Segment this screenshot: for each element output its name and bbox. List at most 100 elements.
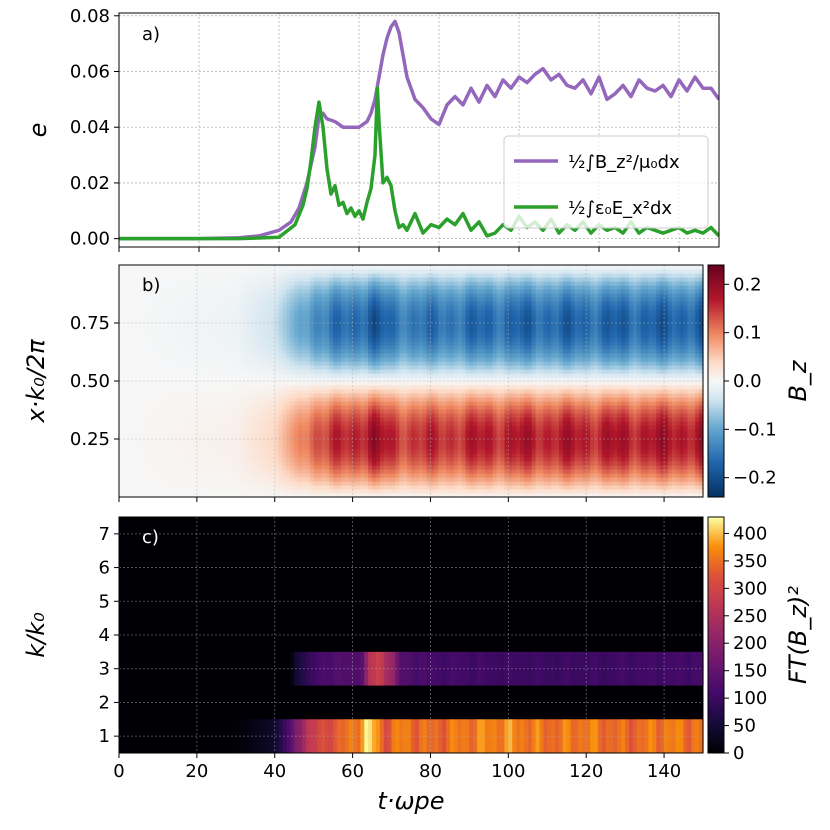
heatmap-cell	[247, 293, 252, 298]
heatmap-cell	[270, 489, 276, 494]
heatmap-cell	[231, 461, 237, 466]
heatmap-cell	[192, 277, 198, 282]
heatmap-cell	[399, 337, 404, 342]
heatmap-cell	[298, 329, 303, 334]
heatmap-cell	[383, 373, 389, 378]
heatmap-cell	[422, 293, 428, 298]
heatmap-cell	[395, 489, 400, 494]
heatmap-cell	[438, 309, 443, 314]
heatmap-cell	[375, 309, 381, 314]
heatmap-cell	[298, 481, 303, 486]
heatmap-cell	[138, 329, 143, 334]
heatmap-cell	[426, 277, 432, 282]
heatmap-cell	[251, 341, 256, 346]
heatmap-cell	[224, 285, 229, 290]
heatmap-cell	[372, 453, 377, 458]
heatmap-cell	[414, 481, 420, 486]
heatmap-cell	[399, 417, 404, 422]
heatmap-cell	[282, 449, 288, 454]
heatmap-cell	[130, 417, 136, 422]
heatmap-cell	[414, 489, 420, 494]
heatmap-cell	[309, 377, 315, 382]
heatmap-cell	[438, 409, 443, 414]
heatmap-cell	[231, 393, 237, 398]
heatmap-cell	[403, 421, 408, 426]
heatmap-cell	[122, 437, 128, 442]
heatmap-cell	[313, 297, 319, 302]
heatmap-cell	[134, 369, 140, 374]
heatmap-cell	[173, 441, 178, 446]
heatmap-cell	[387, 297, 393, 302]
heatmap-cell	[126, 405, 132, 410]
heatmap-cell	[169, 465, 175, 470]
heatmap-cell	[157, 297, 163, 302]
heatmap-cell	[204, 457, 210, 462]
heatmap-cell	[364, 493, 369, 498]
heatmap-cell	[185, 325, 190, 330]
heatmap-cell	[173, 301, 178, 306]
heatmap-cell	[231, 425, 237, 430]
heatmap-cell	[274, 317, 280, 322]
heatmap-cell	[192, 397, 198, 402]
heatmap-cell	[119, 277, 124, 282]
heatmap-cell	[259, 441, 264, 446]
heatmap-cell	[426, 457, 432, 462]
heatmap-cell	[185, 445, 190, 450]
heatmap-cell	[192, 417, 198, 422]
heatmap-cell	[263, 449, 268, 454]
heatmap-cell	[270, 321, 276, 326]
heatmap-cell	[247, 333, 252, 338]
heatmap-cell	[224, 337, 229, 342]
heatmap-cell	[418, 441, 424, 446]
heatmap-cell	[185, 489, 190, 494]
heatmap-cell	[220, 493, 225, 498]
heatmap-cell	[177, 301, 182, 306]
heatmap-cell	[208, 293, 214, 298]
heatmap-cell	[119, 305, 124, 310]
heatmap-cell	[278, 357, 284, 362]
heatmap-cell	[344, 421, 350, 426]
heatmap-cell	[278, 429, 284, 434]
heatmap-cell	[395, 493, 400, 498]
heatmap-cell	[130, 425, 136, 430]
heatmap-cell	[177, 377, 182, 382]
heatmap-cell	[298, 361, 303, 366]
heatmap-cell	[356, 325, 361, 330]
heatmap-cell	[122, 477, 128, 482]
heatmap-cell	[352, 293, 358, 298]
heatmap-cell	[150, 401, 155, 406]
heatmap-cell	[399, 445, 404, 450]
heatmap-cell	[185, 265, 190, 270]
heatmap-cell	[333, 281, 338, 286]
heatmap-cell	[379, 389, 385, 394]
heatmap-cell	[220, 273, 225, 278]
heatmap-cell	[165, 469, 171, 474]
heatmap-cell	[208, 317, 214, 322]
heatmap-cell	[301, 333, 307, 338]
heatmap-cell	[231, 437, 237, 442]
heatmap-cell	[212, 345, 217, 350]
heatmap-cell	[411, 301, 416, 306]
heatmap-cell	[387, 273, 393, 278]
heatmap-cell	[294, 485, 299, 490]
heatmap-cell	[438, 385, 443, 390]
heatmap-cell	[216, 485, 221, 490]
heatmap-cell	[228, 397, 233, 402]
heatmap-cell	[282, 441, 288, 446]
heatmap-cell	[364, 469, 369, 474]
heatmap-cell	[134, 309, 140, 314]
heatmap-cell	[422, 449, 428, 454]
heatmap-cell	[216, 297, 221, 302]
heatmap-cell	[383, 441, 389, 446]
heatmap-cell	[200, 329, 206, 334]
heatmap-cell	[395, 357, 400, 362]
heatmap-cell	[216, 393, 221, 398]
heatmap-cell	[446, 429, 451, 434]
heatmap-cell	[430, 397, 435, 402]
heatmap-cell	[200, 361, 206, 366]
heatmap-cell	[446, 389, 451, 394]
heatmap-cell	[231, 429, 237, 434]
heatmap-cell	[204, 421, 210, 426]
heatmap-cell	[224, 425, 229, 430]
heatmap-cell	[177, 473, 182, 478]
